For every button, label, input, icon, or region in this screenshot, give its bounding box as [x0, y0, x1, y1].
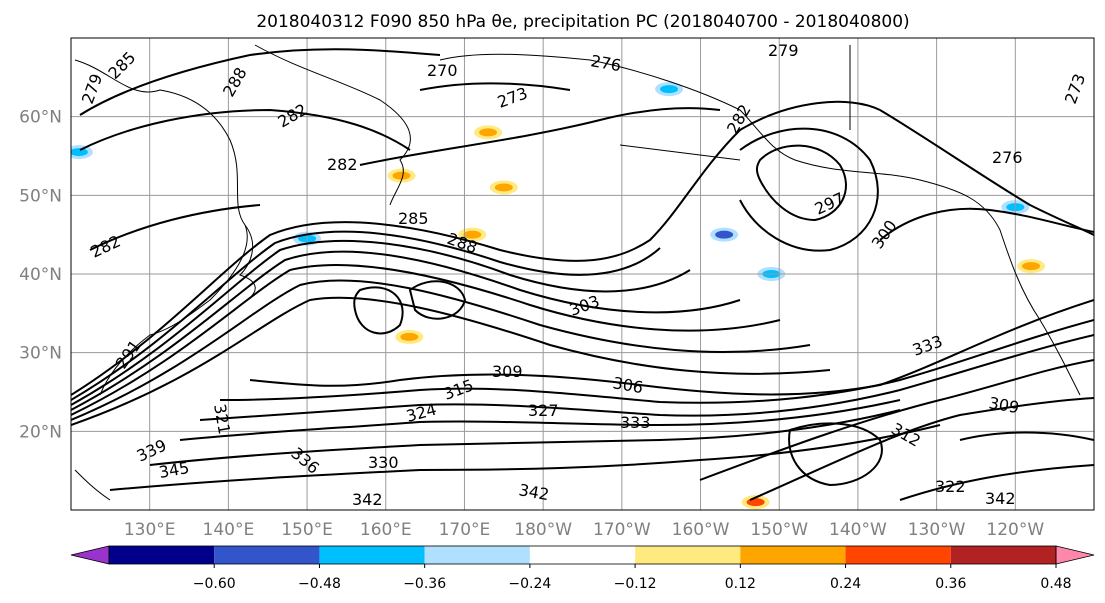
y-tick-label: 60°N: [19, 108, 62, 128]
colorbar-tick-label: −0.48: [298, 576, 341, 592]
x-tick-label: 130°E: [124, 520, 176, 540]
colorbar-tick-label: −0.60: [193, 576, 236, 592]
x-tick-label: 140°W: [829, 520, 887, 540]
precip-patch: [1022, 262, 1041, 271]
y-tick-label: 30°N: [19, 344, 62, 364]
x-tick-label: 120°W: [986, 520, 1044, 540]
precip-patch: [400, 332, 419, 341]
map-area: 279 285 288 270 276 279 273 282 282 273 …: [71, 38, 1094, 510]
y-tick-label: 20°N: [19, 422, 62, 442]
coastlines: [74, 44, 1081, 501]
colorbar-segment: [950, 546, 1056, 564]
colorbar-tick-label: −0.24: [508, 576, 551, 592]
x-tick-label: 180°W: [514, 520, 572, 540]
precip-patch: [746, 498, 765, 507]
latitude-ticks: 60°N 50°N 40°N 30°N 20°N: [19, 108, 62, 443]
precip-patch: [715, 230, 734, 239]
precip-patch: [392, 171, 411, 180]
colorbar-segment: [529, 546, 636, 564]
colorbar-frame: [108, 545, 1057, 565]
contour-label: 285: [398, 209, 429, 228]
y-tick-label: 50°N: [19, 186, 62, 206]
colorbar-segment: [845, 546, 951, 564]
colorbar-tick-label: 0.12: [725, 576, 756, 592]
colorbar-extend-low: [70, 545, 110, 565]
x-tick-label: 150°W: [750, 520, 808, 540]
precip-patch: [463, 230, 482, 239]
chart-title: 2018040312 F090 850 hPa θe, precipitatio…: [256, 12, 909, 32]
colorbar-tick-label: −0.36: [403, 576, 446, 592]
x-tick-label: 170°E: [439, 520, 491, 540]
contour-label: 279: [768, 41, 799, 60]
x-tick-label: 160°E: [360, 520, 412, 540]
x-tick-label: 160°W: [672, 520, 730, 540]
contour-label: 276: [992, 148, 1023, 167]
colorbar-tick-label: 0.36: [935, 576, 966, 592]
contour-label: 342: [985, 489, 1016, 508]
colorbar-extend-high: [1055, 545, 1095, 565]
colorbar-segment: [109, 546, 215, 564]
x-tick-label: 140°E: [203, 520, 255, 540]
colorbar-segment: [214, 546, 320, 564]
map-frame: [70, 37, 1095, 511]
precip-patch: [71, 148, 88, 157]
contour-label: 322: [935, 477, 966, 496]
colorbar-tick-label: 0.24: [830, 576, 861, 592]
contour-label: 333: [620, 413, 651, 432]
y-tick-label: 40°N: [19, 265, 62, 285]
colorbar-tick-label: 0.48: [1040, 576, 1071, 592]
colorbar-segment: [319, 546, 425, 564]
contour-label: 309: [492, 362, 523, 381]
colorbar-segment: [635, 546, 741, 564]
longitude-ticks: 130°E 140°E 150°E 160°E 170°E 180°W 170°W 160°W…: [124, 520, 1045, 540]
precip-patch: [660, 85, 679, 94]
x-tick-label: 170°W: [593, 520, 651, 540]
precip-patch: [479, 128, 498, 137]
x-tick-label: 130°W: [908, 520, 966, 540]
colorbar-segment: [740, 546, 846, 564]
colorbar-tick-label: −0.12: [614, 576, 657, 592]
contour-label: 282: [327, 155, 358, 174]
colorbar-segment: [424, 546, 530, 564]
theta-e-contours: [71, 48, 1094, 501]
contour-label: 342: [352, 490, 383, 509]
contour-label: 330: [368, 453, 399, 472]
contour-label: 270: [427, 61, 458, 80]
colorbar: −0.60 −0.48 −0.36 −0.24 −0.12 0.12 0.24 0.36 0.4…: [70, 545, 1095, 592]
x-tick-label: 150°E: [281, 520, 333, 540]
precip-patch: [494, 183, 513, 192]
contour-label: 327: [528, 401, 559, 420]
